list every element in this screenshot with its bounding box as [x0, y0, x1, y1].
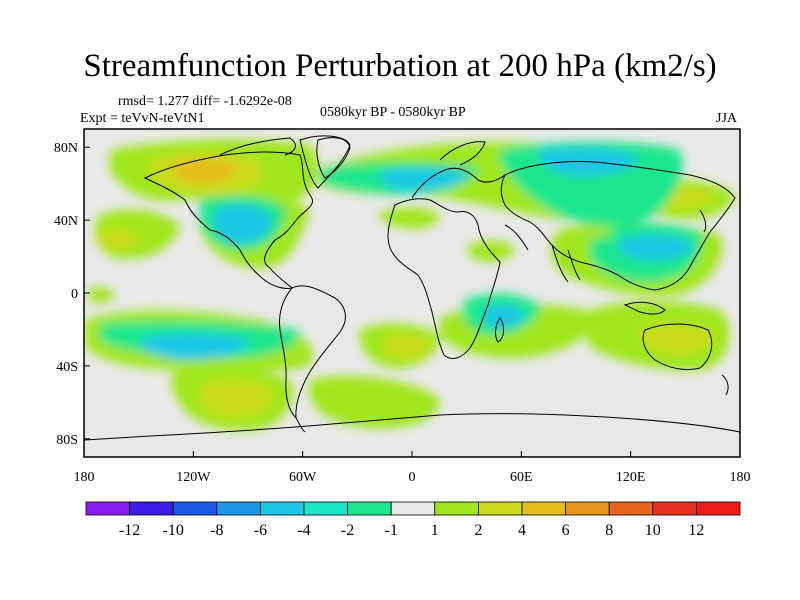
colorbar-swatch: [696, 501, 741, 516]
lat-tick-label: 40N: [54, 214, 78, 229]
lon-tick-label: 120E: [616, 470, 646, 485]
colorbar-swatch: [172, 501, 218, 516]
colorbar-swatch: [652, 501, 697, 516]
longitude-axis: 180 120W 60W 0 60E 120E 180: [74, 451, 751, 485]
lon-tick-label: 60W: [289, 470, 317, 485]
colorbar-swatch: [259, 501, 305, 516]
colorbar-label: -6: [254, 522, 267, 539]
colorbar-label: -12: [119, 522, 140, 539]
plot-title: Streamfunction Perturbation at 200 hPa (…: [83, 48, 717, 84]
colorbar-label: 1: [431, 522, 439, 539]
colorbar-label: -2: [341, 522, 354, 539]
colorbar-label: 10: [645, 522, 661, 539]
lon-tick-label: 60E: [510, 470, 533, 485]
colorbar-swatch: [565, 501, 610, 516]
period-label: 0580kyr BP - 0580kyr BP: [320, 105, 466, 120]
colorbar-label: 8: [605, 522, 613, 539]
colorbar-label: -8: [210, 522, 223, 539]
coastlines: [84, 135, 740, 441]
experiment-label: Expt = teVvN-teVtN1: [80, 111, 205, 126]
colorbar: -12 -10 -8 -6 -4 -2 -1 1 2 4 6 8 10 12: [85, 501, 741, 539]
colorbar-swatch: [347, 501, 392, 516]
colorbar-swatch: [303, 501, 348, 516]
colorbar-swatch: [129, 501, 174, 516]
contour-field: [85, 139, 735, 431]
lon-tick-label: 0: [409, 470, 416, 485]
lat-tick-label: 40S: [56, 360, 78, 375]
colorbar-swatch: [608, 501, 654, 516]
lon-tick-label: 180: [74, 470, 95, 485]
lat-tick-label: 0: [71, 287, 78, 302]
lon-tick-label: 180: [730, 470, 751, 485]
colorbar-label: 4: [518, 522, 526, 539]
colorbar-swatch: [216, 501, 261, 516]
season-label: JJA: [716, 111, 738, 126]
colorbar-label: 12: [688, 522, 704, 539]
stats-text: rmsd= 1.277 diff= -1.6292e-08: [118, 94, 292, 109]
colorbar-swatch: [477, 501, 523, 516]
colorbar-label: 6: [562, 522, 570, 539]
map-plot-area: [84, 129, 740, 457]
colorbar-swatch: [390, 501, 436, 516]
lat-tick-label: 80N: [54, 141, 78, 156]
lon-tick-label: 120W: [176, 470, 211, 485]
latitude-axis: 80N 40N 0 40S 80S: [54, 141, 90, 448]
colorbar-label: -1: [385, 522, 398, 539]
lat-tick-label: 80S: [56, 433, 78, 448]
colorbar-label: 2: [474, 522, 482, 539]
colorbar-label: -10: [163, 522, 184, 539]
colorbar-swatch: [434, 501, 479, 516]
colorbar-label: -4: [297, 522, 310, 539]
colorbar-swatch: [85, 501, 130, 516]
colorbar-swatch: [521, 501, 566, 516]
